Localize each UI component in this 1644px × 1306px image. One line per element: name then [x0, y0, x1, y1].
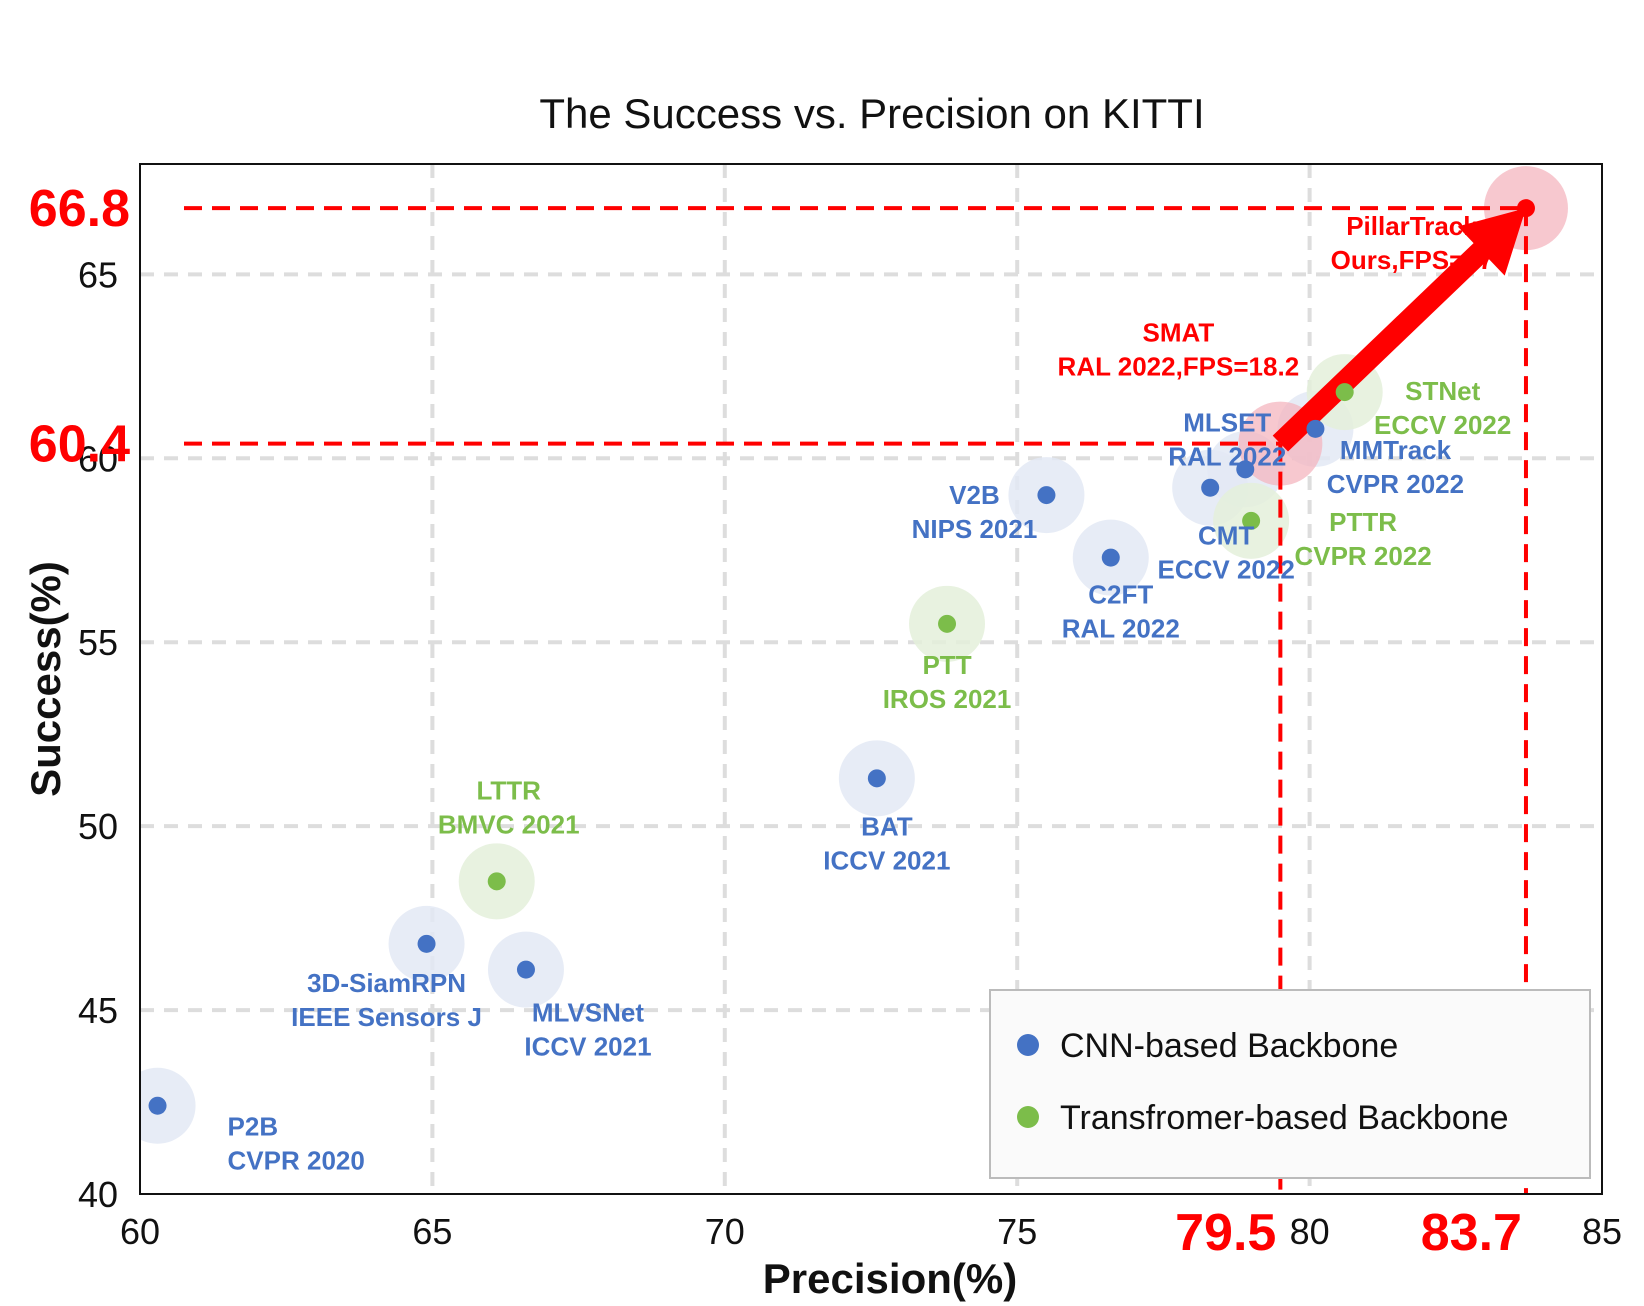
point-label-line: STNet — [1405, 376, 1480, 406]
legend-label: Transfromer-based Backbone — [1060, 1099, 1509, 1137]
data-point — [148, 1096, 167, 1115]
legend-label: CNN-based Backbone — [1060, 1027, 1398, 1065]
x-highlight-value: 83.7 — [1421, 1204, 1522, 1262]
point-label: MLSET RAL 2022 — [1168, 407, 1286, 471]
point-halo — [140, 1067, 196, 1144]
point-label-line: Ours,FPS=27 — [1331, 245, 1494, 275]
y-tick-label: 60 — [78, 438, 118, 479]
point-label-line: NIPS 2021 — [912, 514, 1038, 544]
point-label: PTTR CVPR 2022 — [1294, 507, 1431, 571]
x-tick-label: 60 — [120, 1211, 160, 1252]
y-highlight-value: 66.8 — [29, 180, 130, 238]
point-label-line: C2FT — [1088, 580, 1153, 610]
data-point — [867, 769, 886, 788]
data-point — [938, 614, 957, 633]
legend-marker — [1017, 1106, 1039, 1128]
chart-title: The Success vs. Precision on KITTI — [539, 90, 1204, 137]
point-label-line: ICCV 2021 — [524, 1032, 651, 1062]
y-tick-label: 65 — [78, 254, 118, 295]
data-point — [487, 872, 506, 891]
point-label: PTT IROS 2021 — [883, 650, 1012, 714]
point-label: BAT ICCV 2021 — [823, 811, 950, 875]
point-label-line: MLSET — [1183, 407, 1271, 437]
legend-marker — [1017, 1034, 1039, 1056]
point-label-line: PTTR — [1329, 507, 1397, 537]
point-label: P2B CVPR 2020 — [228, 1112, 365, 1176]
point-label-line: ECCV 2022 — [1158, 555, 1295, 585]
y-tick-label: 45 — [78, 990, 118, 1031]
legend-box — [989, 989, 1591, 1179]
data-point — [516, 960, 535, 979]
x-highlight-value: 79.5 — [1175, 1204, 1276, 1262]
point-label: V2B NIPS 2021 — [912, 480, 1038, 544]
tick-labels: 60 65 70 75 80 85 40 45 50 55 60 65 — [78, 254, 1622, 1252]
point-label: LTTR BMVC 2021 — [438, 775, 580, 839]
y-tick-label: 40 — [78, 1174, 118, 1215]
point-label-line: BMVC 2021 — [438, 809, 580, 839]
point-label: C2FT RAL 2022 — [1062, 580, 1180, 644]
point-label-line: LTTR — [476, 775, 541, 805]
point-label-line: V2B — [949, 480, 1000, 510]
y-tick-label: 50 — [78, 806, 118, 847]
x-axis-title: Precision(%) — [763, 1255, 1017, 1302]
point-label-line: 3D-SiamRPN — [307, 968, 466, 998]
point-label-line: CVPR 2020 — [228, 1146, 365, 1176]
x-tick-label: 65 — [412, 1211, 452, 1252]
point-label-line: PTT — [922, 650, 971, 680]
points-layer — [148, 199, 1535, 1115]
point-label-line: MLVSNet — [532, 998, 645, 1028]
x-tick-label: 85 — [1582, 1211, 1622, 1252]
point-label-line: RAL 2022 — [1168, 441, 1286, 471]
point-label-line: ICCV 2021 — [823, 845, 950, 875]
point-label-line: CMT — [1198, 521, 1254, 551]
point-label-line: RAL 2022 — [1062, 614, 1180, 644]
data-point — [1236, 460, 1255, 479]
highlight-values: 79.5 60.4 83.7 66.8 — [29, 180, 1522, 1262]
point-label: PillarTrack Ours,FPS=27 — [1331, 211, 1494, 275]
data-point — [1242, 511, 1261, 530]
point-label: CMT ECCV 2022 — [1158, 521, 1295, 585]
point-label-line: PillarTrack — [1346, 211, 1478, 241]
point-label-line: SMAT — [1142, 318, 1214, 348]
data-point — [1037, 486, 1056, 505]
data-point — [1101, 548, 1120, 567]
x-tick-label: 75 — [997, 1211, 1037, 1252]
point-label: 3D-SiamRPN IEEE Sensors J — [291, 968, 482, 1032]
point-label-line: P2B — [228, 1112, 279, 1142]
point-label-line: MMTrack — [1340, 435, 1452, 465]
point-label: MLVSNet ICCV 2021 — [524, 998, 651, 1062]
y-tick-label: 55 — [78, 622, 118, 663]
point-label-line: CVPR 2022 — [1294, 541, 1431, 571]
x-tick-label: 80 — [1290, 1211, 1330, 1252]
data-point — [1335, 383, 1354, 402]
x-tick-label: 70 — [705, 1211, 745, 1252]
point-label: SMAT RAL 2022,FPS=18.2 — [1058, 318, 1300, 382]
y-axis-title: Success(%) — [22, 561, 69, 797]
legend: CNN-based Backbone Transfromer-based Back… — [989, 989, 1591, 1179]
data-point — [417, 934, 436, 953]
point-label-line: RAL 2022,FPS=18.2 — [1058, 352, 1300, 382]
grid — [140, 164, 1602, 1194]
point-label: STNet ECCV 2022 — [1374, 376, 1511, 440]
data-point — [1201, 478, 1220, 497]
point-label: MMTrack CVPR 2022 — [1327, 435, 1464, 499]
data-point — [1306, 419, 1325, 438]
plot-frame — [139, 163, 1603, 1195]
point-label-line: IEEE Sensors J — [291, 1002, 482, 1032]
point-label-line: BAT — [861, 811, 913, 841]
point-label-line: ECCV 2022 — [1374, 410, 1511, 440]
point-labels: P2B CVPR 2020 3D-SiamRPN IEEE Sensors J MLVS… — [228, 211, 1512, 1176]
point-label-line: IROS 2021 — [883, 684, 1012, 714]
highlight-point — [1516, 199, 1535, 218]
point-label-line: CVPR 2022 — [1327, 469, 1464, 499]
y-highlight-value: 60.4 — [29, 416, 130, 474]
